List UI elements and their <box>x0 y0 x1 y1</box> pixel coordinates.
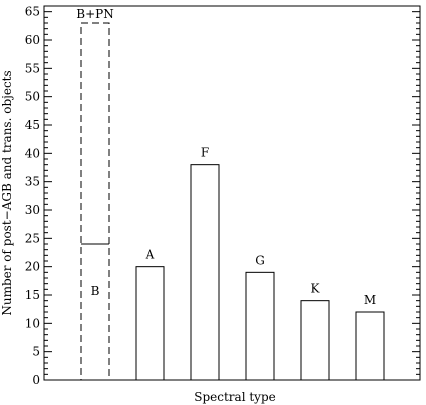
y-tick-label: 25 <box>25 231 40 245</box>
bar-label-g: G <box>255 253 265 267</box>
y-tick-label: 65 <box>25 5 40 19</box>
bar-label-b: B <box>91 284 100 298</box>
y-tick-label: 40 <box>25 146 40 160</box>
bar-label-f: F <box>201 146 209 160</box>
y-axis-ticks: 0 5 10 15 20 25 30 35 40 45 50 55 60 65 <box>25 5 420 387</box>
y-tick-label: 35 <box>25 175 40 189</box>
y-tick-label: 45 <box>25 118 40 132</box>
y-axis-label: Number of post−AGB and trans. objects <box>0 70 14 315</box>
x-axis-label: Spectral type <box>194 390 275 404</box>
y-tick-label: 15 <box>25 288 40 302</box>
bar-f <box>190 164 220 381</box>
y-tick-label: 10 <box>25 316 40 330</box>
y-tick-label: 0 <box>32 373 40 387</box>
bar-label-k: K <box>311 282 321 296</box>
bar-label-b-pn: B+PN <box>76 7 113 21</box>
bar-a <box>135 266 165 381</box>
bar-label-m: M <box>364 293 376 307</box>
bar-k <box>300 300 330 381</box>
y-tick-label: 5 <box>32 345 40 359</box>
bar-b-pn <box>80 22 110 381</box>
y-tick-label: 20 <box>25 260 40 274</box>
bars-group <box>80 22 385 381</box>
bar-m <box>355 311 385 381</box>
y-tick-label: 30 <box>25 203 40 217</box>
plot-frame <box>43 5 421 381</box>
y-tick-label: 60 <box>25 33 40 47</box>
y-tick-label: 50 <box>25 90 40 104</box>
bar-label-a: A <box>145 248 155 262</box>
bar-labels-group: B+PN B A F G K M <box>76 7 376 307</box>
y-tick-label: 55 <box>25 61 40 75</box>
bar-g <box>245 271 275 381</box>
